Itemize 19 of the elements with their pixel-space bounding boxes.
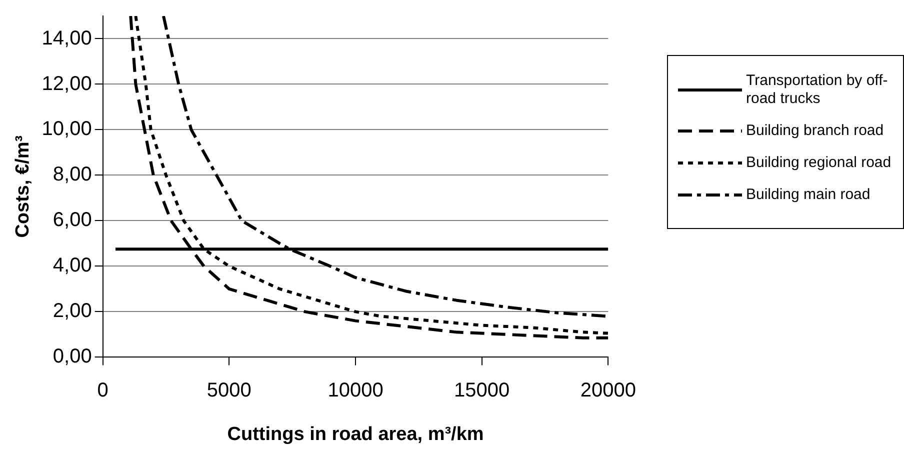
y-axis-title: Costs, €/m³ bbox=[12, 135, 34, 238]
y-tick-label: 0,00 bbox=[52, 346, 92, 368]
y-tick-label: 14,00 bbox=[42, 27, 92, 50]
legend-label: Building branch road bbox=[746, 122, 884, 140]
y-tick-label: 4,00 bbox=[52, 254, 92, 277]
x-axis-title: Cuttings in road area, m³/km bbox=[227, 424, 484, 445]
x-tick-label: 5000 bbox=[206, 380, 252, 402]
legend-label: Building regional road bbox=[746, 154, 892, 172]
y-tick-label: 12,00 bbox=[42, 72, 92, 95]
x-tick-label: 0 bbox=[97, 380, 108, 402]
y-tick-label: 6,00 bbox=[52, 209, 92, 232]
legend-label: Building main road bbox=[746, 186, 870, 204]
legend-label: Transportation by off-road trucks bbox=[746, 72, 889, 108]
x-tick-label: 20000 bbox=[580, 380, 636, 402]
x-tick-label: 10000 bbox=[328, 380, 384, 402]
x-tick-label: 15000 bbox=[454, 380, 510, 402]
y-tick-label: 10,00 bbox=[42, 118, 92, 140]
y-tick-label: 8,00 bbox=[52, 164, 92, 186]
y-tick-label: 2,00 bbox=[52, 300, 92, 322]
